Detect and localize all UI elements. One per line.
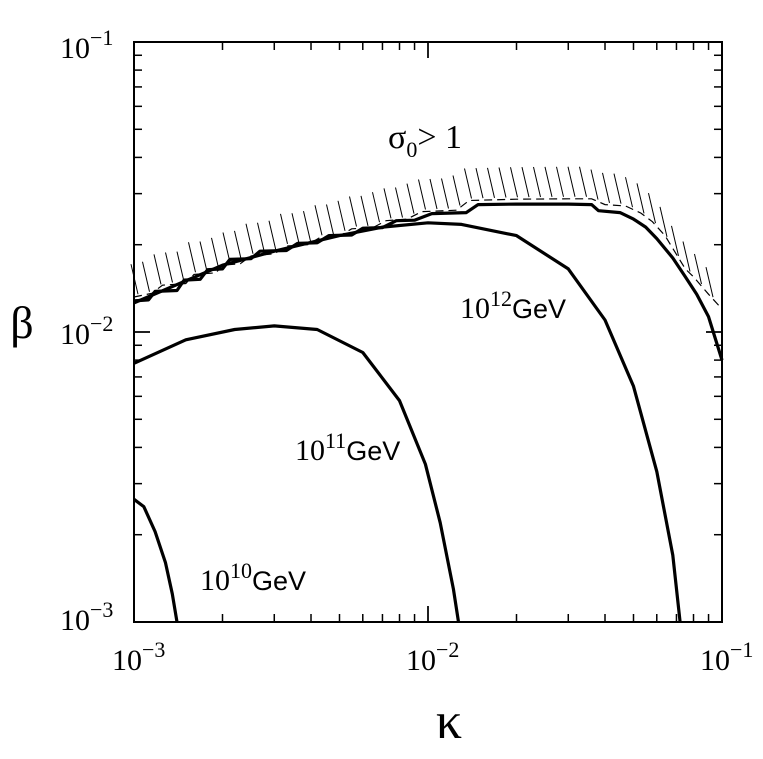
series-line-1 [133,324,461,623]
x-tick-label: 10−1 [700,637,753,677]
hatch-line [544,166,553,198]
boundary-line [133,202,724,361]
axis-ticks [133,41,723,623]
hatch-line [418,179,426,210]
hatch-line [613,173,622,204]
hatch-line [567,166,576,197]
series-lines [133,198,724,623]
x-tick-label: 10−2 [406,637,459,677]
hatch-line [268,220,277,251]
hatch-line [349,196,357,227]
hatch-line [521,166,530,198]
hatch-line [602,172,610,204]
hatch-line [176,251,185,282]
tick-labels: 10−3 10−2 10−1 10−3 10−2 10−1 [60,25,753,677]
hatch-line [682,241,691,272]
hatch-line [165,252,173,283]
y-axis-label: β [10,297,33,348]
series-label-10-12-gev: 1012GeV [460,286,566,325]
hatch-line [257,222,265,253]
hatch-line [705,266,714,298]
y-tick-label: 10−2 [60,311,113,351]
hatch-line [199,241,208,272]
series-label-10-11-gev: 1011GeV [295,428,400,467]
hatch-line [383,188,392,219]
hatch-line [671,225,679,256]
hatch-line [556,166,564,197]
hatch-line [234,230,242,261]
hatch-line [498,167,507,198]
hatch-line [475,168,484,199]
hatch-line [464,168,472,199]
boundary-dashed-line [133,198,723,310]
y-tick-label: 10−1 [60,25,113,65]
hatch-line [153,254,162,285]
excluded-region-hatching [130,166,714,298]
hatch-line [326,204,334,235]
hatch-line [303,210,311,242]
hatch-line [406,183,415,214]
hatch-line [590,169,599,200]
x-tick-label: 10−3 [112,637,165,677]
constraint-annotation: σ0> 1 [388,119,462,162]
hatch-line [636,183,645,214]
plot-frame [133,41,723,623]
hatch-line [360,195,369,227]
hatch-line [510,167,518,198]
hatch-line [142,261,150,292]
hatch-line [659,206,668,237]
series-label-10-10-gev: 1010GeV [200,558,306,597]
x-axis-label: κ [436,693,462,750]
series-line-2 [133,221,682,623]
hatch-line [337,200,346,231]
hatch-line [533,166,541,198]
hatch-line [211,237,219,268]
hatch-line [452,175,461,206]
hatch-line [372,192,380,223]
hatch-line [291,213,300,244]
hatch-line [395,187,403,218]
hatch-line [280,213,288,245]
hatch-line [188,242,196,273]
hatch-line [245,223,254,254]
hatch-line [487,167,495,198]
hatch-line [441,178,449,209]
hatch-line [648,192,656,224]
hatch-line [694,253,702,285]
hatch-line [222,232,231,263]
series-line-0 [133,498,179,623]
hatch-line [429,178,438,210]
y-tick-label: 10−3 [60,597,113,637]
hatch-line [625,177,633,208]
hatch-line [314,205,323,236]
hatch-line [579,166,587,197]
